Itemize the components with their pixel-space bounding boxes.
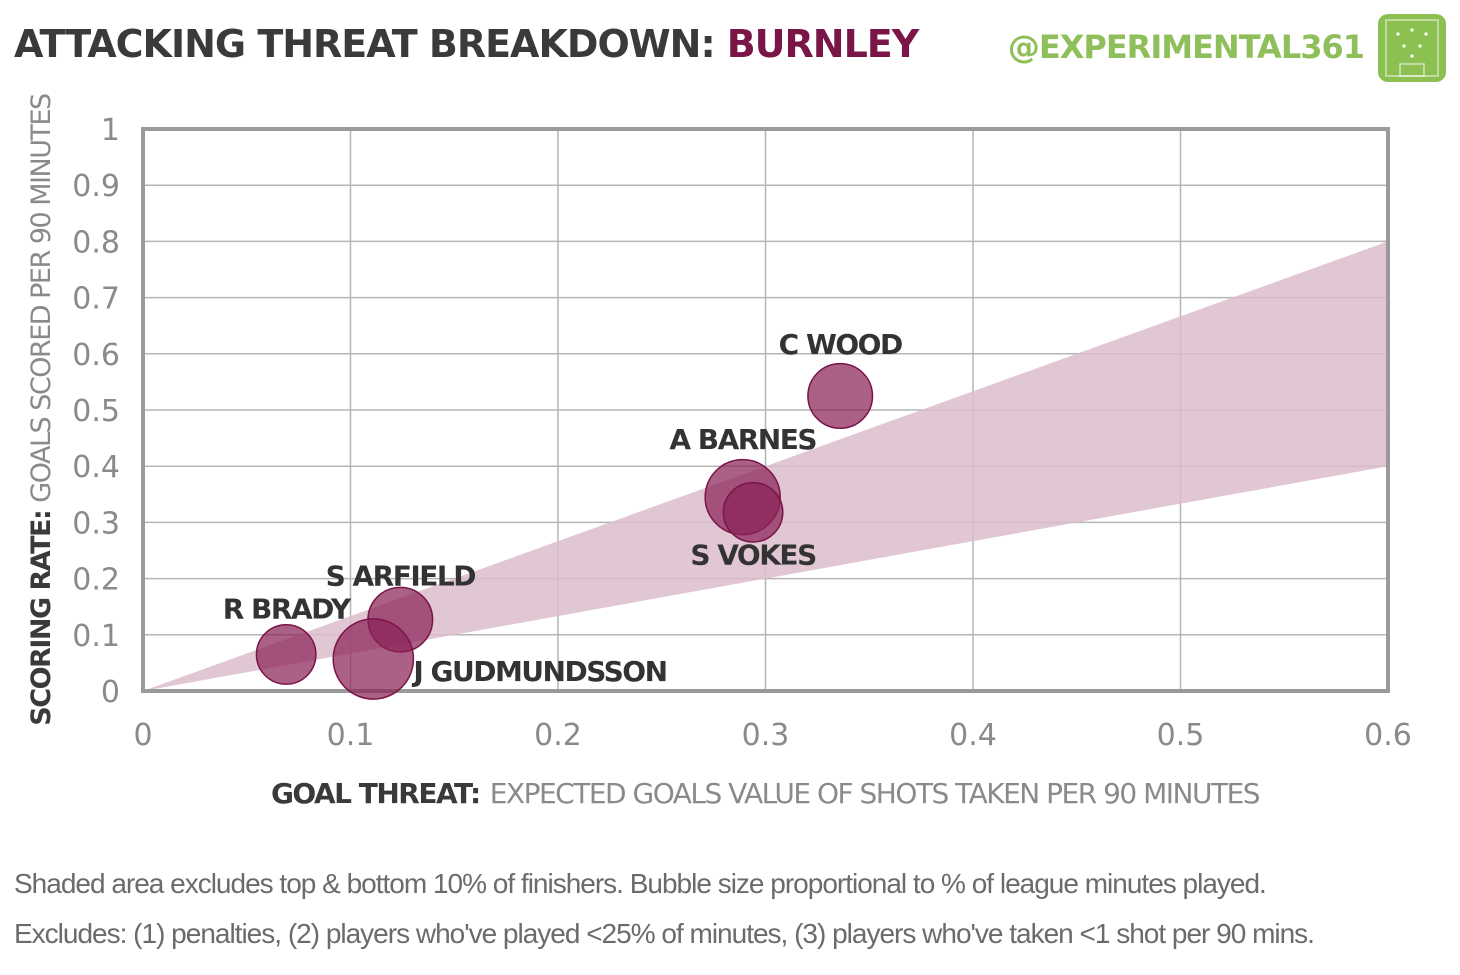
x-tick-label: 0 [133,718,152,753]
y-tick-label: 0.8 [72,225,120,260]
point-label: A BARNES [669,423,816,456]
title-team: BURNLEY [726,22,920,66]
finishing-band [143,241,1388,691]
y-tick-label: 0.9 [72,169,120,204]
point-label: R BRADY [223,592,352,625]
y-tick-label: 0 [101,675,120,710]
author-handle: @EXPERIMENTAL361 [1007,28,1365,66]
point-label: S ARFIELD [326,560,476,593]
y-tick-label: 0.6 [72,338,120,373]
pitch-logo-graphic [1385,19,1439,77]
title-prefix: ATTACKING THREAT BREAKDOWN: [14,22,716,66]
bubble [332,618,415,700]
y-tick-label: 0.5 [72,394,120,429]
plot-frame [141,127,1390,693]
x-tick-label: 0.2 [534,718,582,753]
x-tick-label: 0.3 [742,718,790,753]
x-tick-label: 0.1 [327,718,375,753]
point-label: J GUDMUNDSSON [411,655,666,688]
y-axis-label-rest: GOALS SCORED PER 90 MINUTES [26,94,57,503]
x-tick-label: 0.5 [1157,718,1205,753]
footnote-line-1: Shaded area excludes top & bottom 10% of… [14,868,1267,899]
bubbles [255,362,874,700]
point-label: S VOKES [690,538,816,571]
bubble [255,624,317,685]
x-axis-label-bold: GOAL THREAT: [271,777,480,810]
footnote-line-2: Excludes: (1) penalties, (2) players who… [14,918,1315,949]
y-axis-label: SCORING RATE: GOALS SCORED PER 90 MINUTES [26,94,57,726]
x-axis-label: GOAL THREAT: EXPECTED GOALS VALUE OF SHOT… [271,777,1260,810]
bubble [722,481,784,543]
y-tick-label: 0.4 [72,450,120,485]
axis-ticks: 0 0.1 0.2 0.3 0.4 0.5 0.6 0 0.1 0.2 0.3 0.4 0.5 0.6 0.… [72,113,1412,753]
y-tick-label: 0.1 [72,619,120,654]
y-tick-label: 0.2 [72,563,120,598]
x-tick-label: 0.4 [949,718,997,753]
x-axis-label-rest: EXPECTED GOALS VALUE OF SHOTS TAKEN PER … [490,777,1260,810]
x-tick-label: 0.6 [1364,718,1412,753]
point-label: C WOOD [779,328,902,361]
pitch-logo-icon [1378,14,1446,82]
y-tick-label: 0.7 [72,282,120,317]
y-tick-label: 1 [101,113,120,148]
y-tick-label: 0.3 [72,506,120,541]
y-axis-label-bold: SCORING RATE: [26,511,57,726]
chart-title: ATTACKING THREAT BREAKDOWN: BURNLEY [14,22,920,72]
bubble [807,362,874,430]
